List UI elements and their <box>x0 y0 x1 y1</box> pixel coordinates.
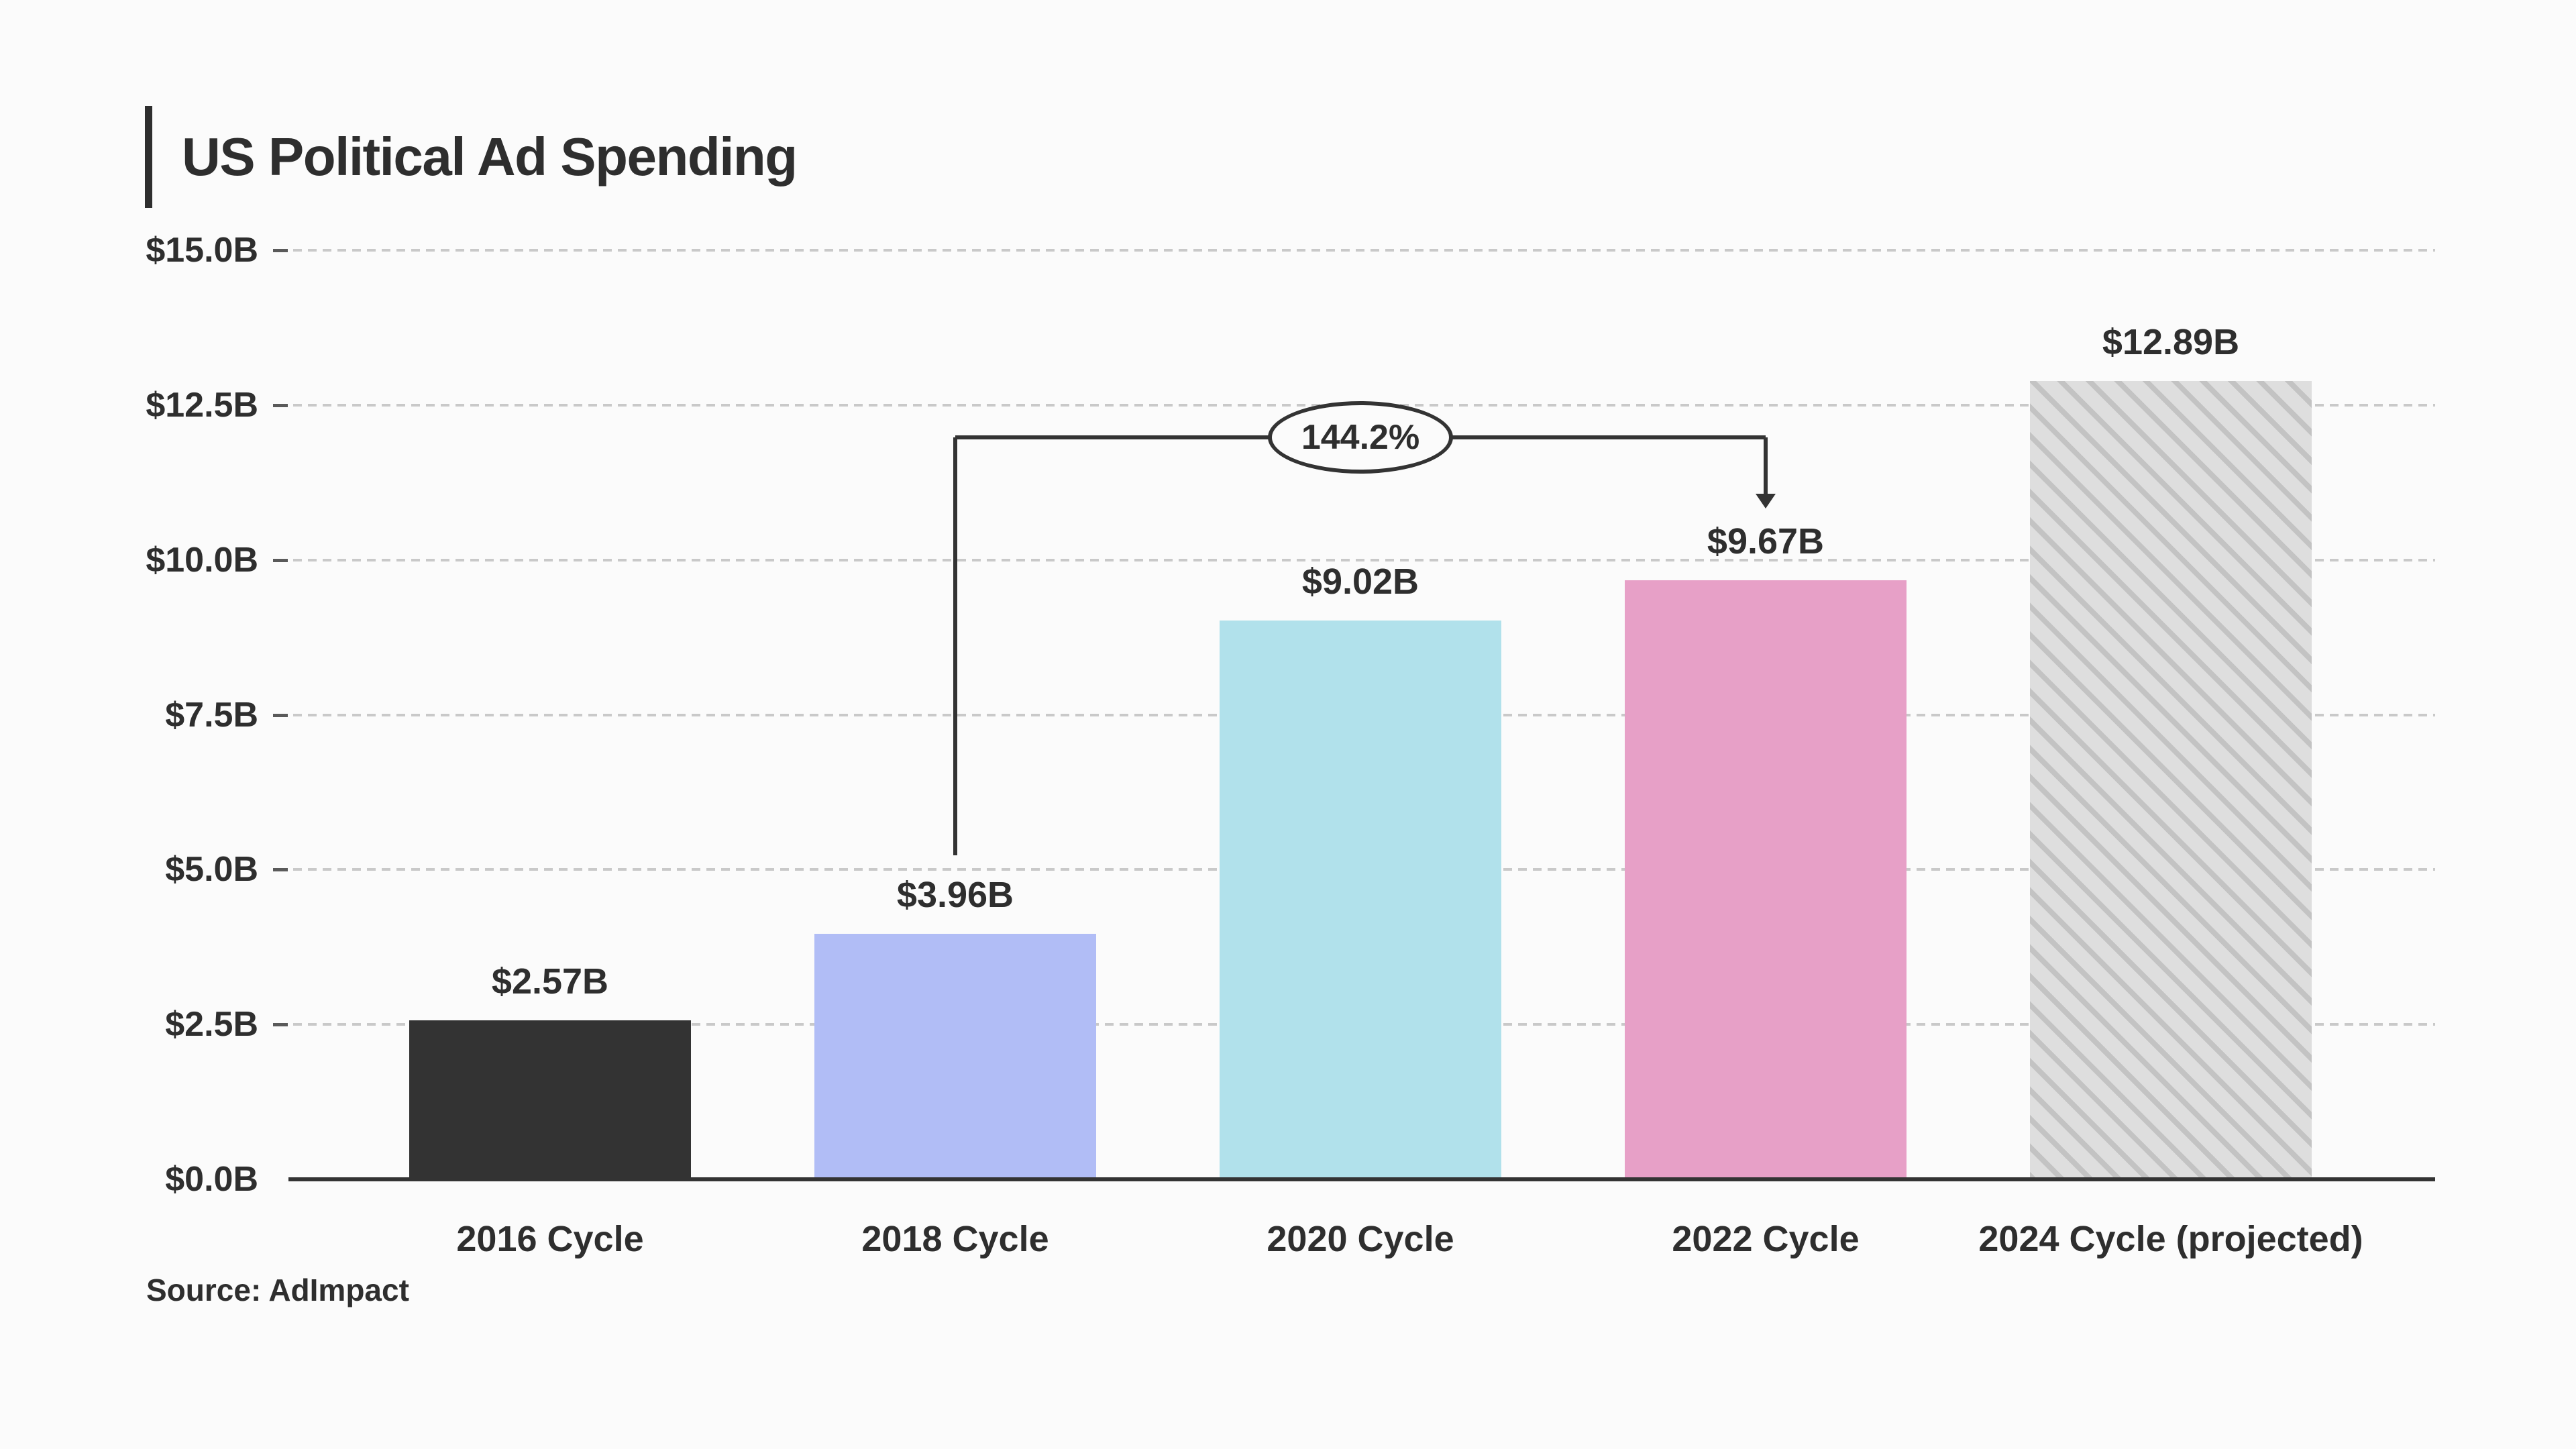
bar-value-label: $2.57B <box>491 961 609 1002</box>
y-axis-tick-label: $10.0B <box>146 540 258 580</box>
y-axis-tick-label: $12.5B <box>146 385 258 425</box>
y-axis-tick <box>273 1023 288 1027</box>
y-axis-tick-label: $5.0B <box>165 850 258 890</box>
bar-2022-cycle[interactable] <box>1625 580 1907 1179</box>
y-axis-tick <box>273 558 288 562</box>
source-attribution: Source: AdImpact <box>146 1273 409 1307</box>
y-axis-tick <box>273 249 288 252</box>
page-title: US Political Ad Spending <box>182 127 798 186</box>
title-block: US Political Ad Spending <box>145 106 798 208</box>
y-axis-tick <box>273 403 288 407</box>
x-axis-line <box>288 1177 2435 1181</box>
x-axis-category-label: 2020 Cycle <box>1267 1219 1454 1259</box>
x-axis-category-label: 2022 Cycle <box>1672 1219 1860 1259</box>
x-axis-category-label: 2016 Cycle <box>456 1219 644 1259</box>
annotation-pct-badge: 144.2% <box>1268 401 1453 474</box>
bar-2016-cycle[interactable] <box>409 1020 691 1179</box>
y-axis-tick <box>273 713 288 717</box>
bar-value-label: $9.67B <box>1707 521 1825 562</box>
y-axis-tick-label: $0.0B <box>165 1160 258 1199</box>
gridline <box>293 558 2435 561</box>
bar-2024-cycle-projected[interactable] <box>2030 380 2312 1179</box>
bar-value-label: $3.96B <box>896 875 1014 916</box>
annotation-bracket-left-line <box>953 437 957 855</box>
x-axis-category-label: 2024 Cycle (projected) <box>1978 1219 2363 1259</box>
annotation-arrowhead-icon <box>1756 494 1776 508</box>
y-axis-tick-label: $7.5B <box>165 695 258 735</box>
y-axis-tick-label: $15.0B <box>146 231 258 270</box>
bar-2018-cycle[interactable] <box>814 934 1096 1179</box>
annotation-arrow-line <box>1764 437 1768 495</box>
bar-2020-cycle[interactable] <box>1220 621 1501 1179</box>
y-axis-tick <box>273 868 288 872</box>
x-axis-category-label: 2018 Cycle <box>861 1219 1049 1259</box>
bar-value-label: $12.89B <box>2102 321 2240 362</box>
gridline <box>293 249 2435 252</box>
bar-value-label: $9.02B <box>1301 561 1419 602</box>
y-axis-tick-label: $2.5B <box>165 1005 258 1044</box>
title-accent-bar <box>145 106 152 208</box>
